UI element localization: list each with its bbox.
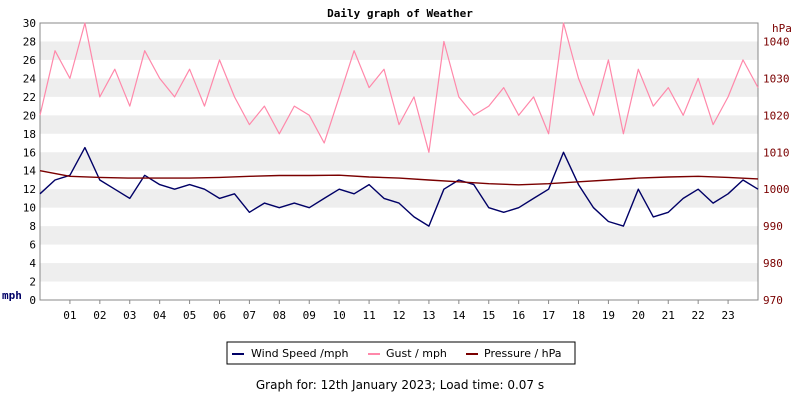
y-right-unit: hPa xyxy=(772,22,792,35)
y-right-tick-label: 1000 xyxy=(763,183,790,196)
x-tick-label: 10 xyxy=(333,309,346,322)
chart-title: Daily graph of Weather xyxy=(327,7,473,20)
y-left-tick-label: 6 xyxy=(29,239,36,252)
x-tick-label: 19 xyxy=(602,309,615,322)
grid-band xyxy=(40,78,758,97)
y-left-tick-label: 28 xyxy=(23,35,36,48)
series-gust xyxy=(39,22,759,153)
x-tick-label: 21 xyxy=(662,309,675,322)
y-left-unit: mph xyxy=(2,289,22,302)
x-tick-label: 23 xyxy=(721,309,734,322)
y-left-tick-label: 26 xyxy=(23,54,36,67)
x-tick-label: 12 xyxy=(392,309,405,322)
x-tick-label: 22 xyxy=(692,309,705,322)
x-tick-label: 02 xyxy=(93,309,106,322)
legend-label-gust: Gust / mph xyxy=(386,347,447,360)
x-tick-label: 01 xyxy=(63,309,76,322)
x-tick-label: 03 xyxy=(123,309,136,322)
graph-footer: Graph for: 12th January 2023; Load time:… xyxy=(255,378,545,392)
y-right-tick-label: 1040 xyxy=(763,35,790,48)
y-right-tick-label: 980 xyxy=(763,257,783,270)
grid-band xyxy=(40,41,758,60)
legend: Wind Speed /mph Gust / mph Pressure / hP… xyxy=(226,341,576,365)
x-tick-label: 13 xyxy=(422,309,435,322)
y-left-tick-label: 22 xyxy=(23,91,36,104)
x-tick-label: 09 xyxy=(303,309,316,322)
y-right-tick-label: 990 xyxy=(763,220,783,233)
x-tick-label: 11 xyxy=(362,309,375,322)
grid-bands xyxy=(40,41,758,282)
grid-band xyxy=(40,152,758,171)
x-tick-label: 06 xyxy=(213,309,226,322)
x-tick-label: 16 xyxy=(512,309,525,322)
y-left-tick-label: 10 xyxy=(23,202,36,215)
y-right-tick-label: 1030 xyxy=(763,72,790,85)
y-left-tick-label: 0 xyxy=(29,294,36,307)
y-left-tick-label: 16 xyxy=(23,146,36,159)
x-tick-label: 04 xyxy=(153,309,167,322)
x-axis: 01 02 03 04 05 06 07 08 09 10 11 12 13 14 15 16 17 18 19 20… xyxy=(63,300,735,322)
x-tick-label: 20 xyxy=(632,309,645,322)
y-left-tick-label: 12 xyxy=(23,183,36,196)
series-pressure xyxy=(39,170,759,186)
y-left-tick-label: 20 xyxy=(23,109,36,122)
grid-band xyxy=(40,189,758,208)
y-axis-right: 970 980 990 1000 1010 1020 1030 1040 xyxy=(763,35,790,307)
y-right-tick-label: 1010 xyxy=(763,146,790,159)
y-left-tick-label: 4 xyxy=(29,257,36,270)
legend-box xyxy=(226,341,576,365)
y-right-tick-label: 970 xyxy=(763,294,783,307)
x-tick-label: 08 xyxy=(273,309,286,322)
y-left-tick-label: 18 xyxy=(23,128,36,141)
y-left-tick-label: 2 xyxy=(29,276,36,289)
series-wind-speed xyxy=(39,146,759,227)
x-tick-label: 07 xyxy=(243,309,256,322)
x-tick-label: 17 xyxy=(542,309,555,322)
y-left-tick-label: 30 xyxy=(23,17,36,30)
series-layer xyxy=(39,22,759,227)
legend-label-pressure: Pressure / hPa xyxy=(484,347,562,360)
x-tick-label: 18 xyxy=(572,309,585,322)
y-right-tick-label: 1020 xyxy=(763,109,790,122)
x-tick-label: 14 xyxy=(452,309,466,322)
x-tick-label: 15 xyxy=(482,309,495,322)
grid-band xyxy=(40,263,758,282)
y-left-tick-label: 8 xyxy=(29,220,36,233)
x-tick-label: 05 xyxy=(183,309,196,322)
legend-label-wind-speed: Wind Speed /mph xyxy=(251,347,349,360)
y-left-tick-label: 14 xyxy=(23,165,37,178)
y-left-tick-label: 24 xyxy=(23,72,37,85)
grid-band xyxy=(40,226,758,245)
